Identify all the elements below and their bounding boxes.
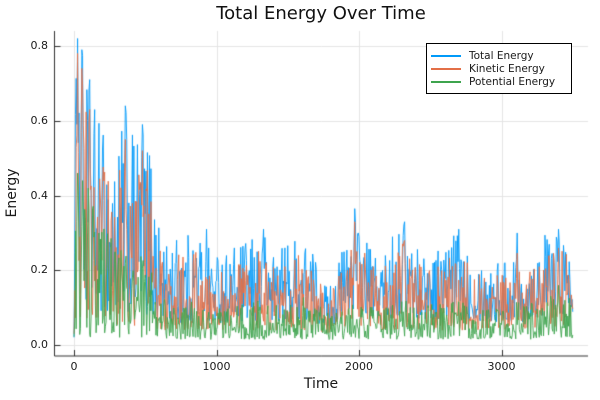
legend-item: Potential Energy: [431, 75, 565, 88]
y-tick-label: 0.0: [30, 338, 49, 352]
x-tick-label: 1000: [202, 360, 231, 373]
legend-line-sample: [431, 67, 461, 70]
legend-label: Total Energy: [469, 49, 534, 62]
x-axis-label: Time: [303, 376, 339, 392]
legend-item: Kinetic Energy: [431, 62, 565, 75]
legend-line-sample: [431, 54, 461, 57]
legend-line-sample: [431, 80, 461, 83]
y-tick-label: 0.4: [30, 188, 49, 202]
y-tick-label: 0.6: [30, 113, 49, 127]
legend: Total Energy Kinetic Energy Potential Ener…: [426, 43, 572, 94]
x-tick-label: 3000: [487, 360, 516, 373]
legend-label: Potential Energy: [469, 75, 556, 88]
legend-item: Total Energy: [431, 49, 565, 62]
legend-label: Kinetic Energy: [469, 62, 545, 75]
x-tick-label: 0: [70, 360, 78, 373]
x-tick-label: 2000: [345, 360, 373, 373]
y-tick-label: 0.8: [30, 38, 49, 52]
y-tick-label: 0.2: [30, 263, 49, 277]
